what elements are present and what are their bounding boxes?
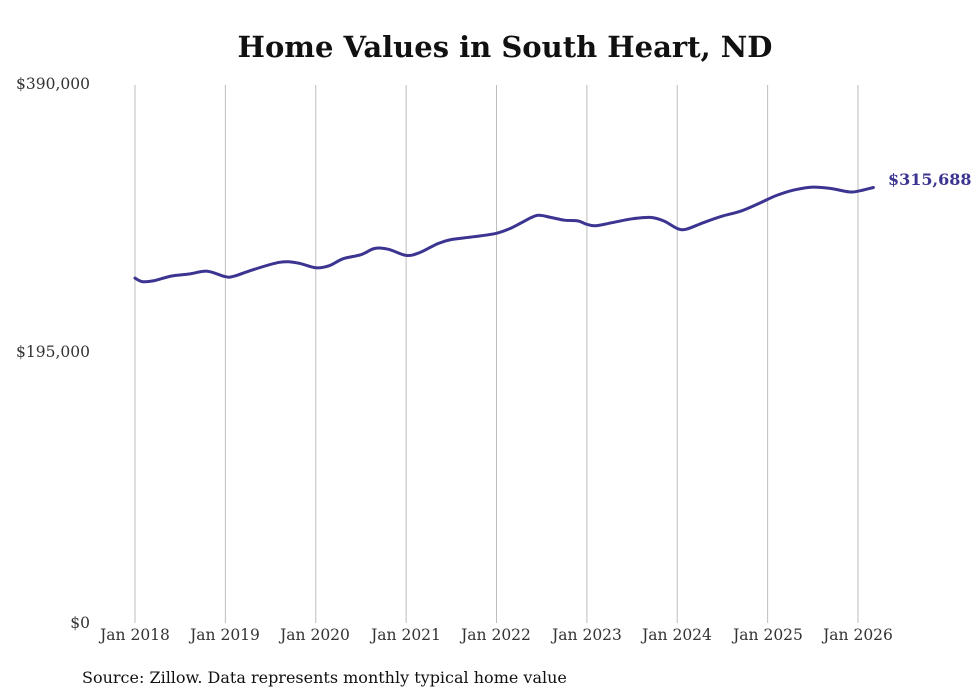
- x-tick-label-2021: Jan 2021: [371, 626, 441, 644]
- x-tick-label-2018: Jan 2018: [100, 626, 170, 644]
- y-tick-label-top: $390,000: [16, 75, 90, 93]
- x-tick-label-2023: Jan 2023: [552, 626, 622, 644]
- x-tick-label-2020: Jan 2020: [280, 626, 350, 644]
- x-tick-label-2026: Jan 2026: [823, 626, 893, 644]
- y-tick-label-bottom: $0: [70, 614, 90, 632]
- y-tick-label-mid: $195,000: [16, 343, 90, 361]
- x-tick-label-2022: Jan 2022: [461, 626, 531, 644]
- x-tick-label-2019: Jan 2019: [190, 626, 260, 644]
- source-note: Source: Zillow. Data represents monthly …: [82, 668, 567, 687]
- x-tick-label-2025: Jan 2025: [733, 626, 803, 644]
- gridlines: [134, 85, 859, 623]
- x-tick-label-2024: Jan 2024: [642, 626, 712, 644]
- end-value-label: $315,688: [888, 170, 972, 189]
- chart-title: Home Values in South Heart, ND: [237, 30, 773, 64]
- series-line-home-values: [133, 185, 875, 284]
